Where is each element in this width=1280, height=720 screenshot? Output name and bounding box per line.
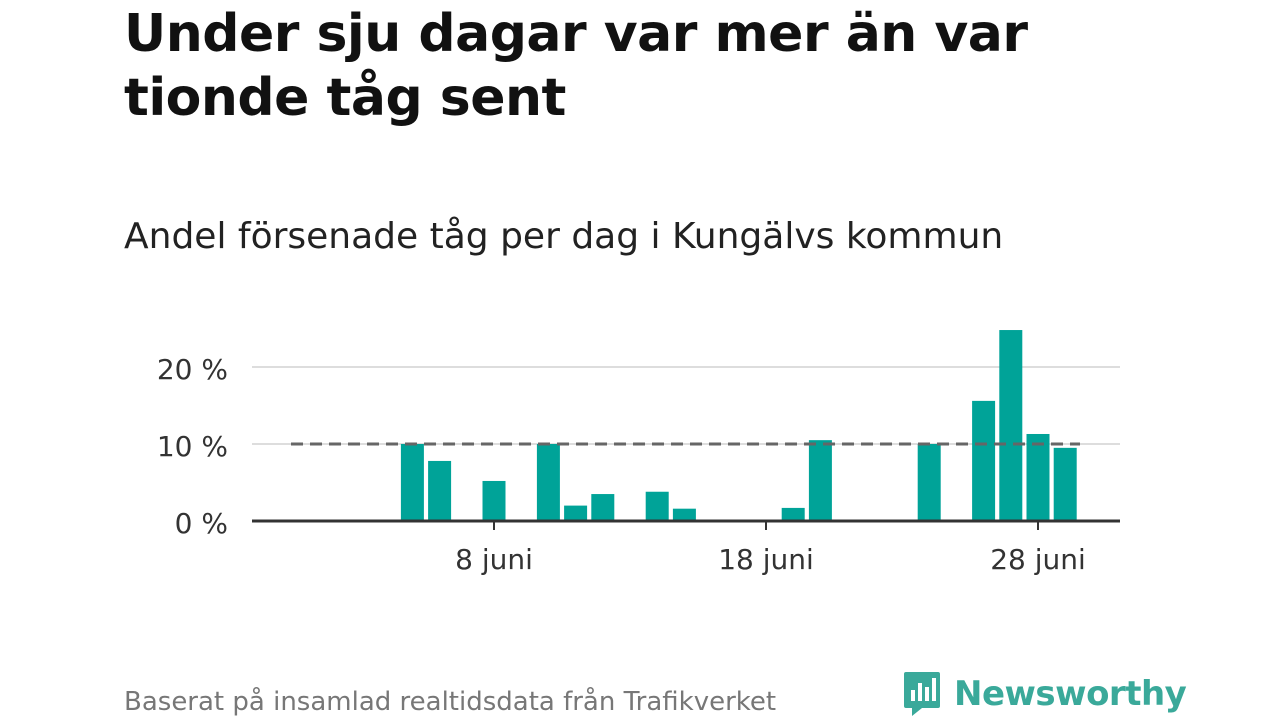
chart-subtitle: Andel försenade tåg per dag i Kungälvs k… [124,216,1004,257]
bar-day-6 [428,460,452,521]
x-tick-label: 18 juni [718,543,814,576]
bar-day-26 [972,400,996,521]
bar-day-24 [917,444,941,521]
brand-name: Newsworthy [954,674,1187,714]
bar-day-11 [564,505,588,521]
chart-title: Under sju dagar var mer än var tionde tå… [124,4,1028,128]
bar-day-14 [645,491,669,521]
y-tick-label: 20 % [157,353,228,386]
bar-day-28 [1026,433,1050,521]
x-tick-label: 8 juni [455,543,533,576]
x-tick-label: 28 juni [990,543,1086,576]
source-note: Baserat på insamlad realtidsdata från Tr… [124,687,777,717]
bar-day-27 [999,330,1023,521]
bar-day-8 [482,480,506,521]
bar-day-15 [672,508,696,521]
bar-day-20 [808,440,832,521]
bar-day-29 [1053,447,1077,521]
bar-day-12 [591,494,615,521]
y-tick-label: 0 % [175,507,228,540]
newsworthy-logo-icon [904,672,940,716]
newsworthy-logo: Newsworthy [902,670,1187,718]
bar-day-10 [536,444,560,521]
bar-day-19 [781,507,805,521]
bar-day-5 [400,444,424,521]
y-tick-label: 10 % [157,430,228,463]
